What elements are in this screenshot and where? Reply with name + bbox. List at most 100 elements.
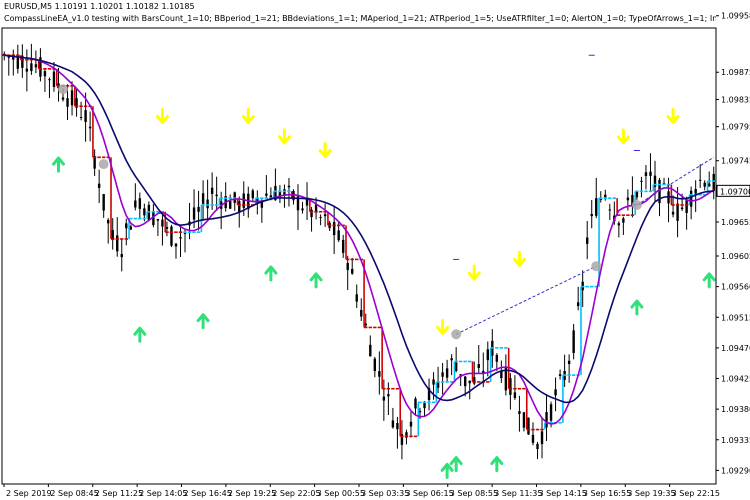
- price-axis-label: 1.09795: [721, 123, 750, 132]
- buy-arrow: [630, 299, 644, 316]
- candle-body: [590, 213, 593, 217]
- candle-body: [626, 197, 630, 201]
- signal-marker: [451, 329, 462, 340]
- time-axis-label: 2 Sep 08:45: [50, 489, 98, 498]
- candle-body: [61, 97, 65, 100]
- candle-body: [265, 193, 268, 196]
- candle-body: [527, 417, 530, 435]
- signal-marker: [591, 261, 602, 272]
- candle-body: [608, 209, 612, 211]
- buy-arrow: [133, 326, 147, 343]
- price-axis-label: 1.09605: [721, 252, 750, 261]
- time-axis-label: 2 Sep 16:45: [184, 489, 232, 498]
- candle-body: [355, 294, 358, 302]
- candle-body: [500, 371, 503, 379]
- candle-body: [251, 190, 255, 199]
- candle-body: [12, 55, 15, 60]
- buy-arrow: [196, 313, 210, 330]
- candle-body: [649, 171, 652, 176]
- sell-arrow: [277, 128, 291, 145]
- candle-body: [30, 63, 33, 72]
- time-axis-label: 3 Sep 19:35: [627, 489, 675, 498]
- candle-body: [504, 367, 508, 391]
- sell-arrow: [155, 107, 169, 124]
- candle-body: [658, 179, 661, 204]
- time-axis-label: 3 Sep 14:15: [539, 489, 587, 498]
- candle-body: [513, 392, 517, 398]
- candle-body: [323, 214, 327, 217]
- candle-body: [364, 323, 367, 326]
- time-axis-label: 3 Sep 16:55: [583, 489, 631, 498]
- candle-body: [201, 193, 205, 204]
- candle-body: [373, 358, 377, 372]
- candle-body: [671, 211, 675, 215]
- candle-body: [522, 412, 526, 428]
- candle-body: [477, 364, 480, 368]
- candle-body: [125, 223, 128, 229]
- candle-body: [698, 179, 702, 181]
- candle-body: [400, 434, 404, 445]
- price-axis-label: 1.09875: [721, 68, 750, 77]
- candle-body: [536, 443, 539, 450]
- candle-body: [238, 201, 241, 213]
- candle-body: [558, 374, 562, 376]
- candle-body: [111, 230, 114, 241]
- candle-body: [25, 68, 29, 72]
- candle-body: [387, 394, 390, 397]
- ma-navy-line: [4, 54, 714, 404]
- sell-arrow: [512, 250, 526, 267]
- candle-body: [427, 387, 431, 400]
- price-axis-label: 1.09425: [721, 375, 750, 384]
- time-axis-label: 3 Sep 22:15: [672, 489, 720, 498]
- candle-body: [509, 378, 512, 395]
- candle-body: [106, 219, 110, 224]
- candle-body: [486, 349, 489, 361]
- candle-body: [7, 56, 10, 58]
- candle-body: [147, 204, 151, 221]
- candle-body: [405, 432, 408, 438]
- candle-body: [712, 173, 715, 192]
- candle-body: [120, 254, 123, 258]
- candle-body: [576, 302, 580, 307]
- candle-body: [97, 183, 101, 188]
- price-axis-label: 1.09958: [721, 12, 750, 21]
- candle-body: [495, 354, 499, 362]
- candle-body: [66, 98, 69, 107]
- candle-body: [179, 237, 182, 239]
- candle-body: [423, 403, 426, 409]
- buy-arrow: [449, 456, 463, 473]
- candle-body: [441, 372, 444, 377]
- candle-body: [346, 262, 349, 271]
- candle-body: [567, 360, 571, 365]
- time-axis-label: 3 Sep 03:35: [361, 489, 409, 498]
- sell-arrow: [666, 107, 680, 124]
- candle-body: [572, 330, 575, 353]
- candle-body: [274, 185, 277, 201]
- current-price-label: 1.09700: [720, 187, 750, 196]
- buy-arrow: [440, 462, 454, 479]
- candle-body: [369, 344, 372, 357]
- buy-arrow: [51, 156, 65, 173]
- candle-body: [21, 55, 24, 68]
- candle-body: [436, 382, 440, 388]
- time-axis-label: 2 Sep 2019: [6, 489, 52, 498]
- candle-body: [540, 431, 544, 445]
- candle-body: [694, 189, 697, 194]
- candle-body: [341, 239, 345, 253]
- signal-marker: [631, 199, 642, 210]
- candle-body: [635, 191, 639, 198]
- candle-body: [79, 116, 83, 118]
- time-axis-label: 3 Sep 06:15: [405, 489, 453, 498]
- candle-body: [138, 198, 142, 209]
- candle-body: [703, 182, 706, 187]
- candle-body: [229, 200, 232, 209]
- candle-body: [360, 309, 363, 317]
- candle-body: [314, 204, 318, 213]
- candle-body: [75, 98, 78, 108]
- candle-body: [586, 237, 589, 244]
- candle-body: [418, 410, 422, 413]
- price-axis-label: 1.09290: [721, 466, 750, 475]
- signal-marker: [58, 84, 69, 95]
